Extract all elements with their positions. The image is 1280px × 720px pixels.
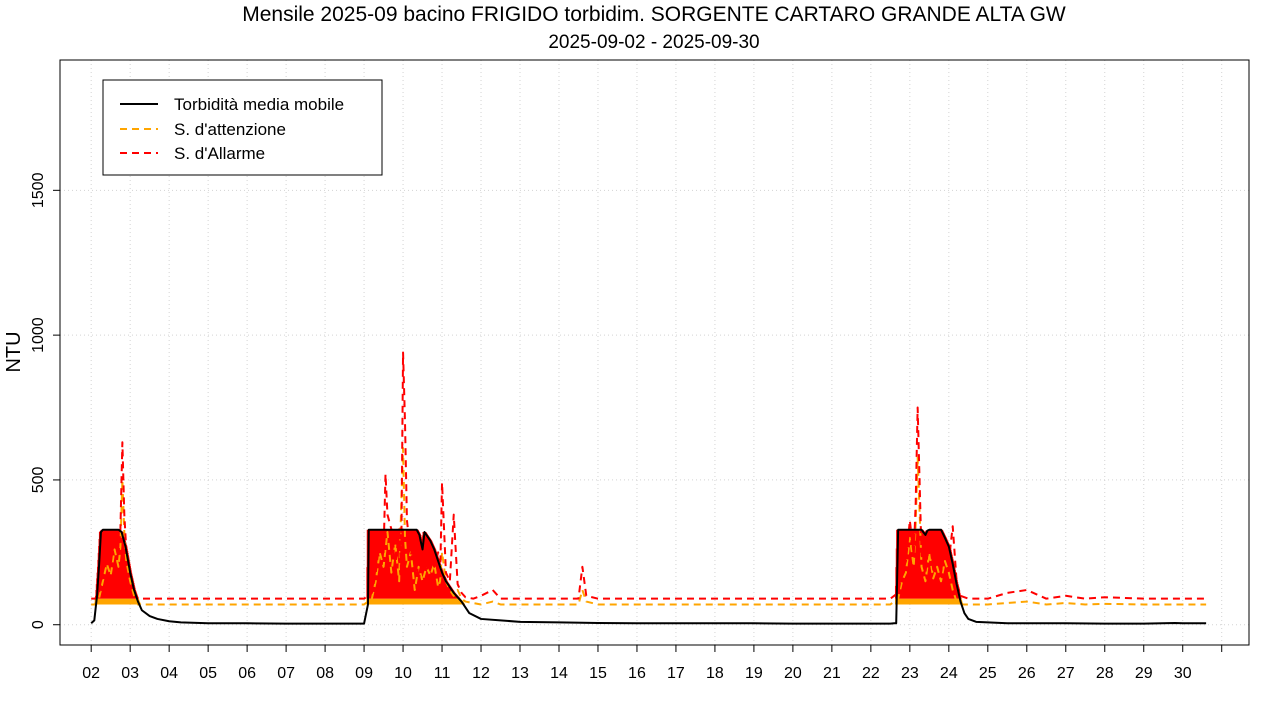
x-tick-label: 16: [628, 665, 646, 682]
legend: Torbidità media mobile S. d'attenzione S…: [102, 79, 383, 176]
x-tick-label: 10: [394, 665, 412, 682]
legend-label-allarme: S. d'Allarme: [174, 144, 265, 163]
x-tick-label: 04: [160, 665, 178, 682]
x-tick-label: 07: [277, 665, 295, 682]
x-tick-label: 20: [784, 665, 802, 682]
series-line-attenzione: [91, 447, 1207, 606]
x-tick-label: 05: [199, 665, 217, 682]
x-tick-label: 28: [1096, 665, 1114, 682]
legend-label-media: Torbidità media mobile: [174, 95, 344, 114]
y-tick-label: 0: [30, 620, 47, 629]
series-lines: [90, 351, 1207, 625]
x-tick-label: 09: [355, 665, 373, 682]
x-tick-label: 19: [745, 665, 763, 682]
x-tick-label: 27: [1057, 665, 1075, 682]
x-tick-label: 03: [121, 665, 139, 682]
series-line-media-mobile: [90, 528, 1207, 625]
x-axis: 02 03 04 05 06 07 08 09 10 11 12 13 14 15 16 17 18 19 20 21…: [82, 644, 1223, 682]
x-tick-label: 17: [667, 665, 685, 682]
alarm-band: [95, 529, 962, 599]
x-tick-label: 14: [550, 665, 568, 682]
x-tick-label: 22: [862, 665, 880, 682]
x-tick-label: 21: [823, 665, 841, 682]
x-tick-label: 18: [706, 665, 724, 682]
grid: [60, 60, 1249, 645]
x-tick-label: 12: [472, 665, 490, 682]
y-tick-label: 500: [30, 466, 47, 493]
legend-label-attenzione: S. d'attenzione: [174, 120, 286, 139]
legend-box: [102, 79, 383, 176]
y-tick-label: 1000: [30, 317, 47, 353]
x-tick-label: 29: [1135, 665, 1153, 682]
x-tick-label: 25: [979, 665, 997, 682]
x-tick-label: 11: [434, 665, 451, 682]
x-tick-label: 08: [316, 665, 334, 682]
x-tick-label: 06: [238, 665, 256, 682]
y-axis: 0 500 1000 1500: [30, 172, 61, 629]
x-tick-label: 24: [940, 665, 958, 682]
x-tick-label: 13: [511, 665, 529, 682]
x-tick-label: 02: [82, 665, 100, 682]
x-tick-label: 15: [589, 665, 607, 682]
x-tick-label: 30: [1174, 665, 1192, 682]
y-tick-label: 1500: [30, 172, 47, 208]
chart-title: Mensile 2025-09 bacino FRIGIDO torbidim.…: [242, 3, 1066, 26]
x-tick-label: 26: [1018, 665, 1036, 682]
y-axis-label: NTU: [3, 331, 25, 372]
series-line-allarme: [91, 351, 1207, 600]
x-tick-label: 23: [901, 665, 919, 682]
chart-subtitle: 2025-09-02 - 2025-09-30: [548, 32, 759, 53]
